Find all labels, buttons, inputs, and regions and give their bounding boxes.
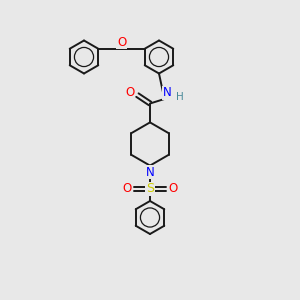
Text: O: O [117, 36, 126, 49]
Text: O: O [169, 182, 178, 196]
Text: N: N [162, 86, 171, 100]
Text: S: S [146, 182, 154, 196]
Text: O: O [122, 182, 131, 196]
Text: H: H [176, 92, 184, 103]
Text: N: N [146, 166, 154, 179]
Text: O: O [125, 85, 134, 99]
